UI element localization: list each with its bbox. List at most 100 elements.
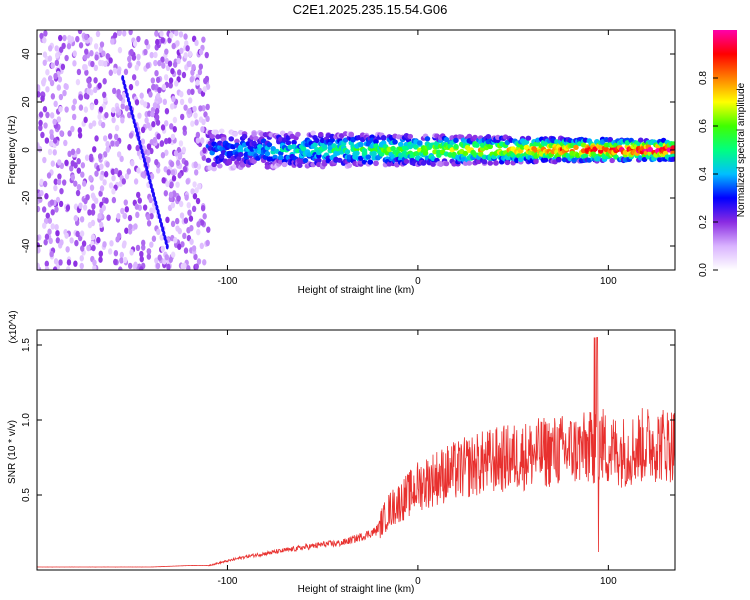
heatmap-cell [139, 250, 144, 258]
heatmap-cell [146, 253, 152, 260]
heatmap-cell [48, 45, 53, 52]
heatmap-cell [63, 139, 68, 147]
heatmap-cell [156, 228, 161, 236]
heatmap-cell [203, 77, 208, 85]
heatmap-cell [154, 114, 160, 121]
snr-series-line [37, 337, 675, 568]
heatmap-cell [180, 113, 185, 121]
heatmap-cell [124, 105, 130, 112]
heatmap-cell [172, 190, 177, 198]
heatmap-cell [65, 246, 70, 253]
heatmap-cell [102, 241, 107, 248]
heatmap-cell [90, 60, 95, 68]
heatmap-cell [170, 251, 176, 258]
heatmap-cell [89, 184, 95, 191]
heatmap-cell [321, 143, 328, 149]
heatmap-cell [190, 69, 195, 76]
heatmap-cell [93, 64, 99, 72]
heatmap-cell [192, 181, 197, 188]
heatmap-cell [110, 38, 115, 45]
heatmap-cell [171, 175, 177, 182]
heatmap-cell [84, 48, 89, 55]
heatmap-cell [67, 130, 72, 137]
heatmap-cell [185, 45, 190, 52]
heatmap-cell [182, 125, 187, 132]
heatmap-cell [42, 36, 47, 44]
heatmap-cell [46, 172, 52, 179]
heatmap-cell [77, 30, 83, 35]
heatmap-cell [128, 30, 133, 36]
heatmap-cell [64, 232, 69, 239]
heatmap-cell [53, 72, 58, 80]
heatmap-cell [67, 150, 72, 158]
heatmap-cell [59, 239, 64, 246]
heatmap-cell [344, 149, 351, 155]
heatmap-cell [188, 215, 194, 222]
heatmap-cell [170, 169, 176, 176]
heatmap-cell [205, 157, 212, 163]
bottom-y-axis-label: SNR (10 * v/v) [7, 420, 18, 484]
heatmap-cell [72, 98, 77, 105]
heatmap-cell [443, 161, 450, 167]
heatmap-cell [108, 57, 113, 64]
heatmap-cell [196, 221, 201, 228]
heatmap-cell [92, 146, 97, 153]
heatmap-cell [136, 53, 141, 61]
heatmap-cell [48, 140, 54, 147]
heatmap-cell [270, 146, 276, 152]
colorbar-tick-label: 0.2 [698, 215, 709, 229]
heatmap-cell [56, 178, 62, 186]
heatmap-cell [174, 30, 179, 37]
heatmap-cell [49, 199, 55, 206]
heatmap-cell [291, 139, 297, 145]
spectrogram-panel: -100 0 100 -40 -20 0 20 40 Height of straight l… [7, 29, 676, 296]
heatmap-cell [155, 262, 161, 270]
heatmap-cell [42, 180, 48, 188]
heatmap-cell [54, 223, 59, 231]
heatmap-cell [218, 128, 225, 134]
heatmap-cell [131, 54, 137, 61]
heatmap-cell [477, 151, 484, 157]
colorbar-tick-label: 0.6 [698, 119, 709, 133]
heatmap-cell [70, 148, 76, 156]
heatmap-cell [151, 83, 156, 91]
heatmap-cell [91, 203, 96, 210]
heatmap-cell [174, 217, 180, 225]
heatmap-cell [98, 106, 104, 113]
heatmap-cell [266, 142, 273, 148]
heatmap-cell [285, 140, 292, 146]
heatmap-cell [191, 245, 197, 252]
heatmap-cell [137, 112, 142, 119]
heatmap-cell [451, 151, 457, 158]
heatmap-cell [150, 77, 156, 84]
heatmap-cell [111, 188, 116, 195]
heatmap-cell [75, 230, 80, 238]
heatmap-cell [168, 82, 173, 89]
top-y-axis-label: Frequency (Hz) [7, 116, 18, 185]
heatmap-cell [200, 137, 205, 144]
heatmap-cell [47, 148, 53, 156]
heatmap-cell [94, 197, 99, 205]
heatmap-cell [82, 204, 88, 211]
heatmap-cell [413, 144, 419, 150]
heatmap-cell [117, 30, 122, 36]
heatmap-cell [609, 157, 615, 164]
heatmap-cell [202, 213, 207, 220]
heatmap-cell [54, 45, 59, 52]
heatmap-cell [150, 110, 155, 118]
heatmap-cell [169, 103, 175, 110]
heatmap-cell [57, 173, 62, 180]
heatmap-cell [53, 258, 59, 265]
heatmap-cell [96, 236, 101, 244]
heatmap-cell [556, 157, 562, 163]
heatmap-cell [53, 184, 58, 192]
heatmap-cell [106, 214, 111, 221]
heatmap-cell [111, 116, 116, 124]
heatmap-cell [155, 119, 161, 126]
heatmap-cell [38, 119, 43, 127]
heatmap-cell [50, 223, 55, 230]
heatmap-cell [57, 159, 62, 166]
heatmap-cell [76, 147, 81, 155]
heatmap-cell [139, 92, 144, 99]
heatmap-cell [123, 199, 128, 206]
